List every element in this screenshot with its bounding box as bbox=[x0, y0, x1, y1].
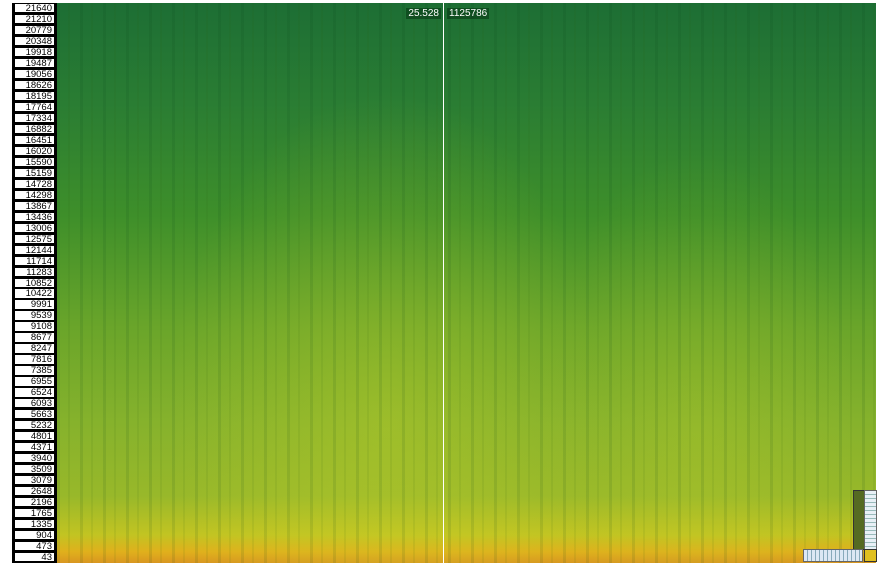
frequency-label: 43 bbox=[15, 553, 54, 562]
frequency-label: 9991 bbox=[15, 300, 54, 309]
frequency-label: 14298 bbox=[15, 191, 54, 200]
frequency-label: 16451 bbox=[15, 136, 54, 145]
frequency-label: 473 bbox=[15, 542, 54, 551]
cursor-sample: 1125786 bbox=[447, 8, 489, 19]
frequency-label: 17334 bbox=[15, 114, 54, 123]
frequency-label: 1335 bbox=[15, 520, 54, 529]
frequency-label: 14728 bbox=[15, 180, 54, 189]
frequency-label: 6524 bbox=[15, 388, 54, 397]
frequency-label: 16882 bbox=[15, 125, 54, 134]
frequency-label: 15159 bbox=[15, 169, 54, 178]
frequency-label: 5232 bbox=[15, 421, 54, 430]
frequency-label: 2196 bbox=[15, 498, 54, 507]
frequency-label: 3509 bbox=[15, 465, 54, 474]
frequency-label: 12144 bbox=[15, 246, 54, 255]
frequency-label: 11283 bbox=[15, 268, 54, 277]
frequency-label: 8677 bbox=[15, 333, 54, 342]
frequency-label: 6955 bbox=[15, 377, 54, 386]
frequency-label: 13006 bbox=[15, 224, 54, 233]
frequency-label: 10852 bbox=[15, 279, 54, 288]
frequency-label: 18195 bbox=[15, 92, 54, 101]
frequency-label: 10422 bbox=[15, 289, 54, 298]
frequency-label: 16020 bbox=[15, 147, 54, 156]
frequency-label: 7385 bbox=[15, 366, 54, 375]
frequency-label: 21210 bbox=[15, 15, 54, 24]
zoom-button[interactable] bbox=[864, 549, 877, 562]
frequency-label: 20348 bbox=[15, 37, 54, 46]
frequency-label: 8247 bbox=[15, 344, 54, 353]
frequency-label: 4801 bbox=[15, 432, 54, 441]
cursor-line bbox=[443, 3, 444, 563]
frequency-label: 3940 bbox=[15, 454, 54, 463]
frequency-label: 7816 bbox=[15, 355, 54, 364]
frequency-label: 6093 bbox=[15, 399, 54, 408]
frequency-label: 13867 bbox=[15, 202, 54, 211]
frequency-label: 904 bbox=[15, 531, 54, 540]
frequency-axis: 21640 21210 20779 20348 19918 19487 19056 18626… bbox=[12, 3, 57, 563]
frequency-label: 9539 bbox=[15, 311, 54, 320]
frequency-label: 19056 bbox=[15, 70, 54, 79]
frequency-label: 17764 bbox=[15, 103, 54, 112]
frequency-label: 18626 bbox=[15, 81, 54, 90]
frequency-label: 19918 bbox=[15, 48, 54, 57]
frequency-label: 11714 bbox=[15, 257, 54, 266]
vertical-scrollbar[interactable] bbox=[864, 490, 877, 550]
frequency-label: 2648 bbox=[15, 487, 54, 496]
frequency-label: 9108 bbox=[15, 322, 54, 331]
frequency-label: 19487 bbox=[15, 59, 54, 68]
frequency-label: 21640 bbox=[15, 4, 54, 13]
frequency-label: 15590 bbox=[15, 158, 54, 167]
spectrogram[interactable] bbox=[57, 3, 876, 563]
frequency-label: 5663 bbox=[15, 410, 54, 419]
cursor-time: 25.528 bbox=[406, 8, 441, 19]
frequency-label: 3079 bbox=[15, 476, 54, 485]
frequency-label: 12575 bbox=[15, 235, 54, 244]
frequency-label: 20779 bbox=[15, 26, 54, 35]
frequency-label: 1765 bbox=[15, 509, 54, 518]
page: 21640 21210 20779 20348 19918 19487 19056 18626… bbox=[0, 0, 879, 564]
frequency-label: 13436 bbox=[15, 213, 54, 222]
frequency-label: 4371 bbox=[15, 443, 54, 452]
horizontal-scrollbar[interactable] bbox=[803, 549, 863, 562]
